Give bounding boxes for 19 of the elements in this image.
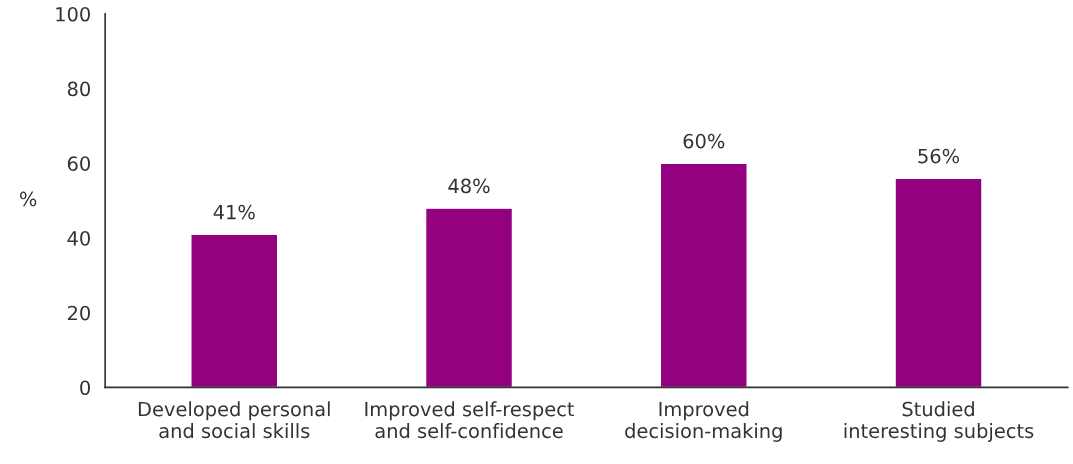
y-tick-label: 60	[67, 156, 90, 171]
data-label: 56%	[918, 148, 960, 164]
x-tick-label: Improved decision-making	[625, 401, 782, 442]
y-tick-label: 40	[67, 230, 90, 246]
y-tick-label: 100	[56, 6, 90, 22]
y-tick-label: 0	[80, 380, 90, 396]
data-label: 60%	[683, 133, 725, 149]
bar	[190, 233, 279, 388]
x-tick-label: Improved self-respect and self-confidence	[365, 401, 575, 439]
y-tick-label: 80	[67, 81, 90, 97]
bar	[659, 162, 748, 388]
bar	[424, 207, 514, 388]
x-tick-label: Developed personal and social skills	[138, 401, 330, 439]
bar	[894, 177, 983, 388]
data-label: 48%	[448, 178, 490, 194]
data-label: 41%	[213, 204, 255, 220]
x-tick-label: Studied interesting subjects	[844, 401, 1034, 442]
y-axis-title: %	[19, 191, 37, 207]
y-tick-label: 20	[67, 305, 90, 321]
